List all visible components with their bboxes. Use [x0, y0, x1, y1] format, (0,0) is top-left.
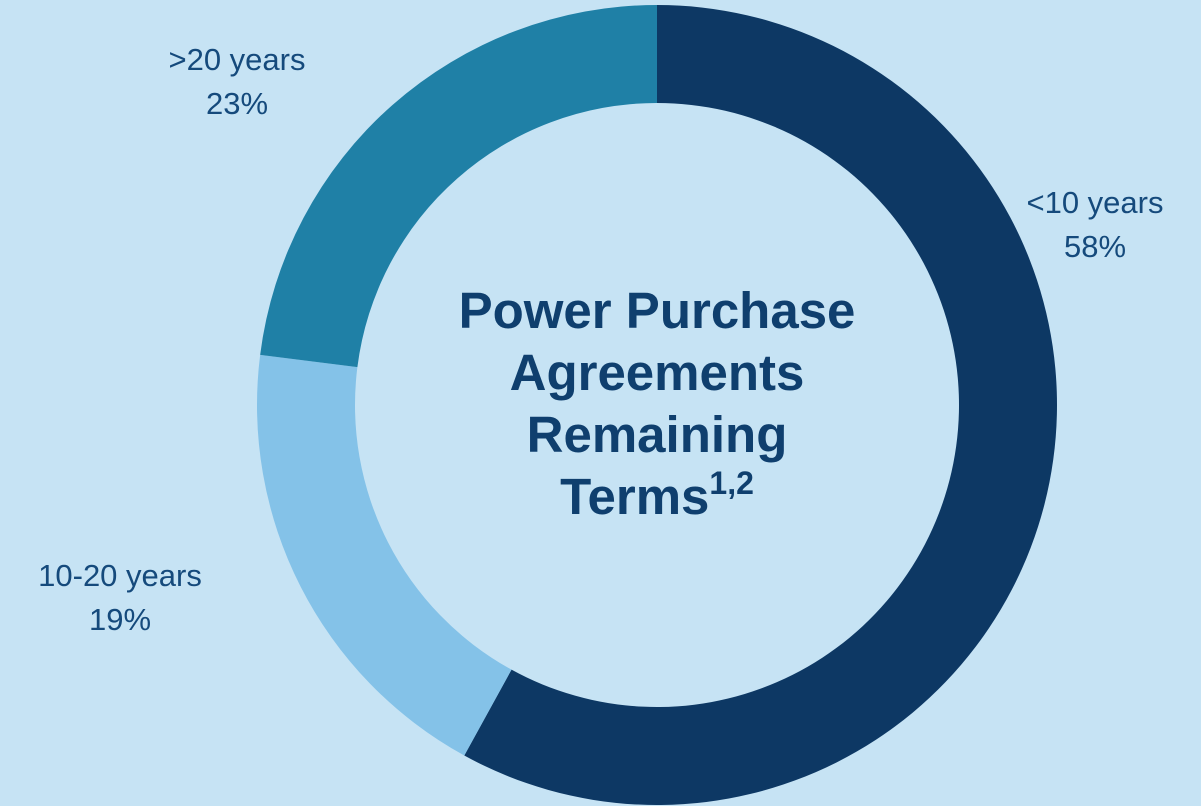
title-line: Terms1,2: [407, 466, 907, 528]
slice-label: <10 years: [1026, 185, 1163, 220]
title-line: Agreements: [407, 342, 907, 404]
title-text: Terms: [560, 468, 710, 525]
slice-value: 58%: [1064, 229, 1126, 264]
slice-value: 19%: [89, 602, 151, 637]
slice-label: 10-20 years: [38, 558, 202, 593]
donut-slice: [464, 5, 1057, 806]
title-text: Power Purchase: [458, 282, 856, 339]
title-text: Agreements: [509, 344, 805, 401]
title-line: Power Purchase: [407, 280, 907, 342]
title-text: Remaining: [526, 406, 788, 463]
donut-slice: [260, 5, 657, 368]
slice-value: 23%: [206, 86, 268, 121]
donut-slice: [257, 354, 512, 756]
title-line: Remaining: [407, 404, 907, 466]
slice-label: >20 years: [168, 42, 305, 77]
center-title: Power Purchase Agreements Remaining Terms1,…: [407, 280, 907, 528]
title-superscript: 1,2: [709, 465, 754, 501]
